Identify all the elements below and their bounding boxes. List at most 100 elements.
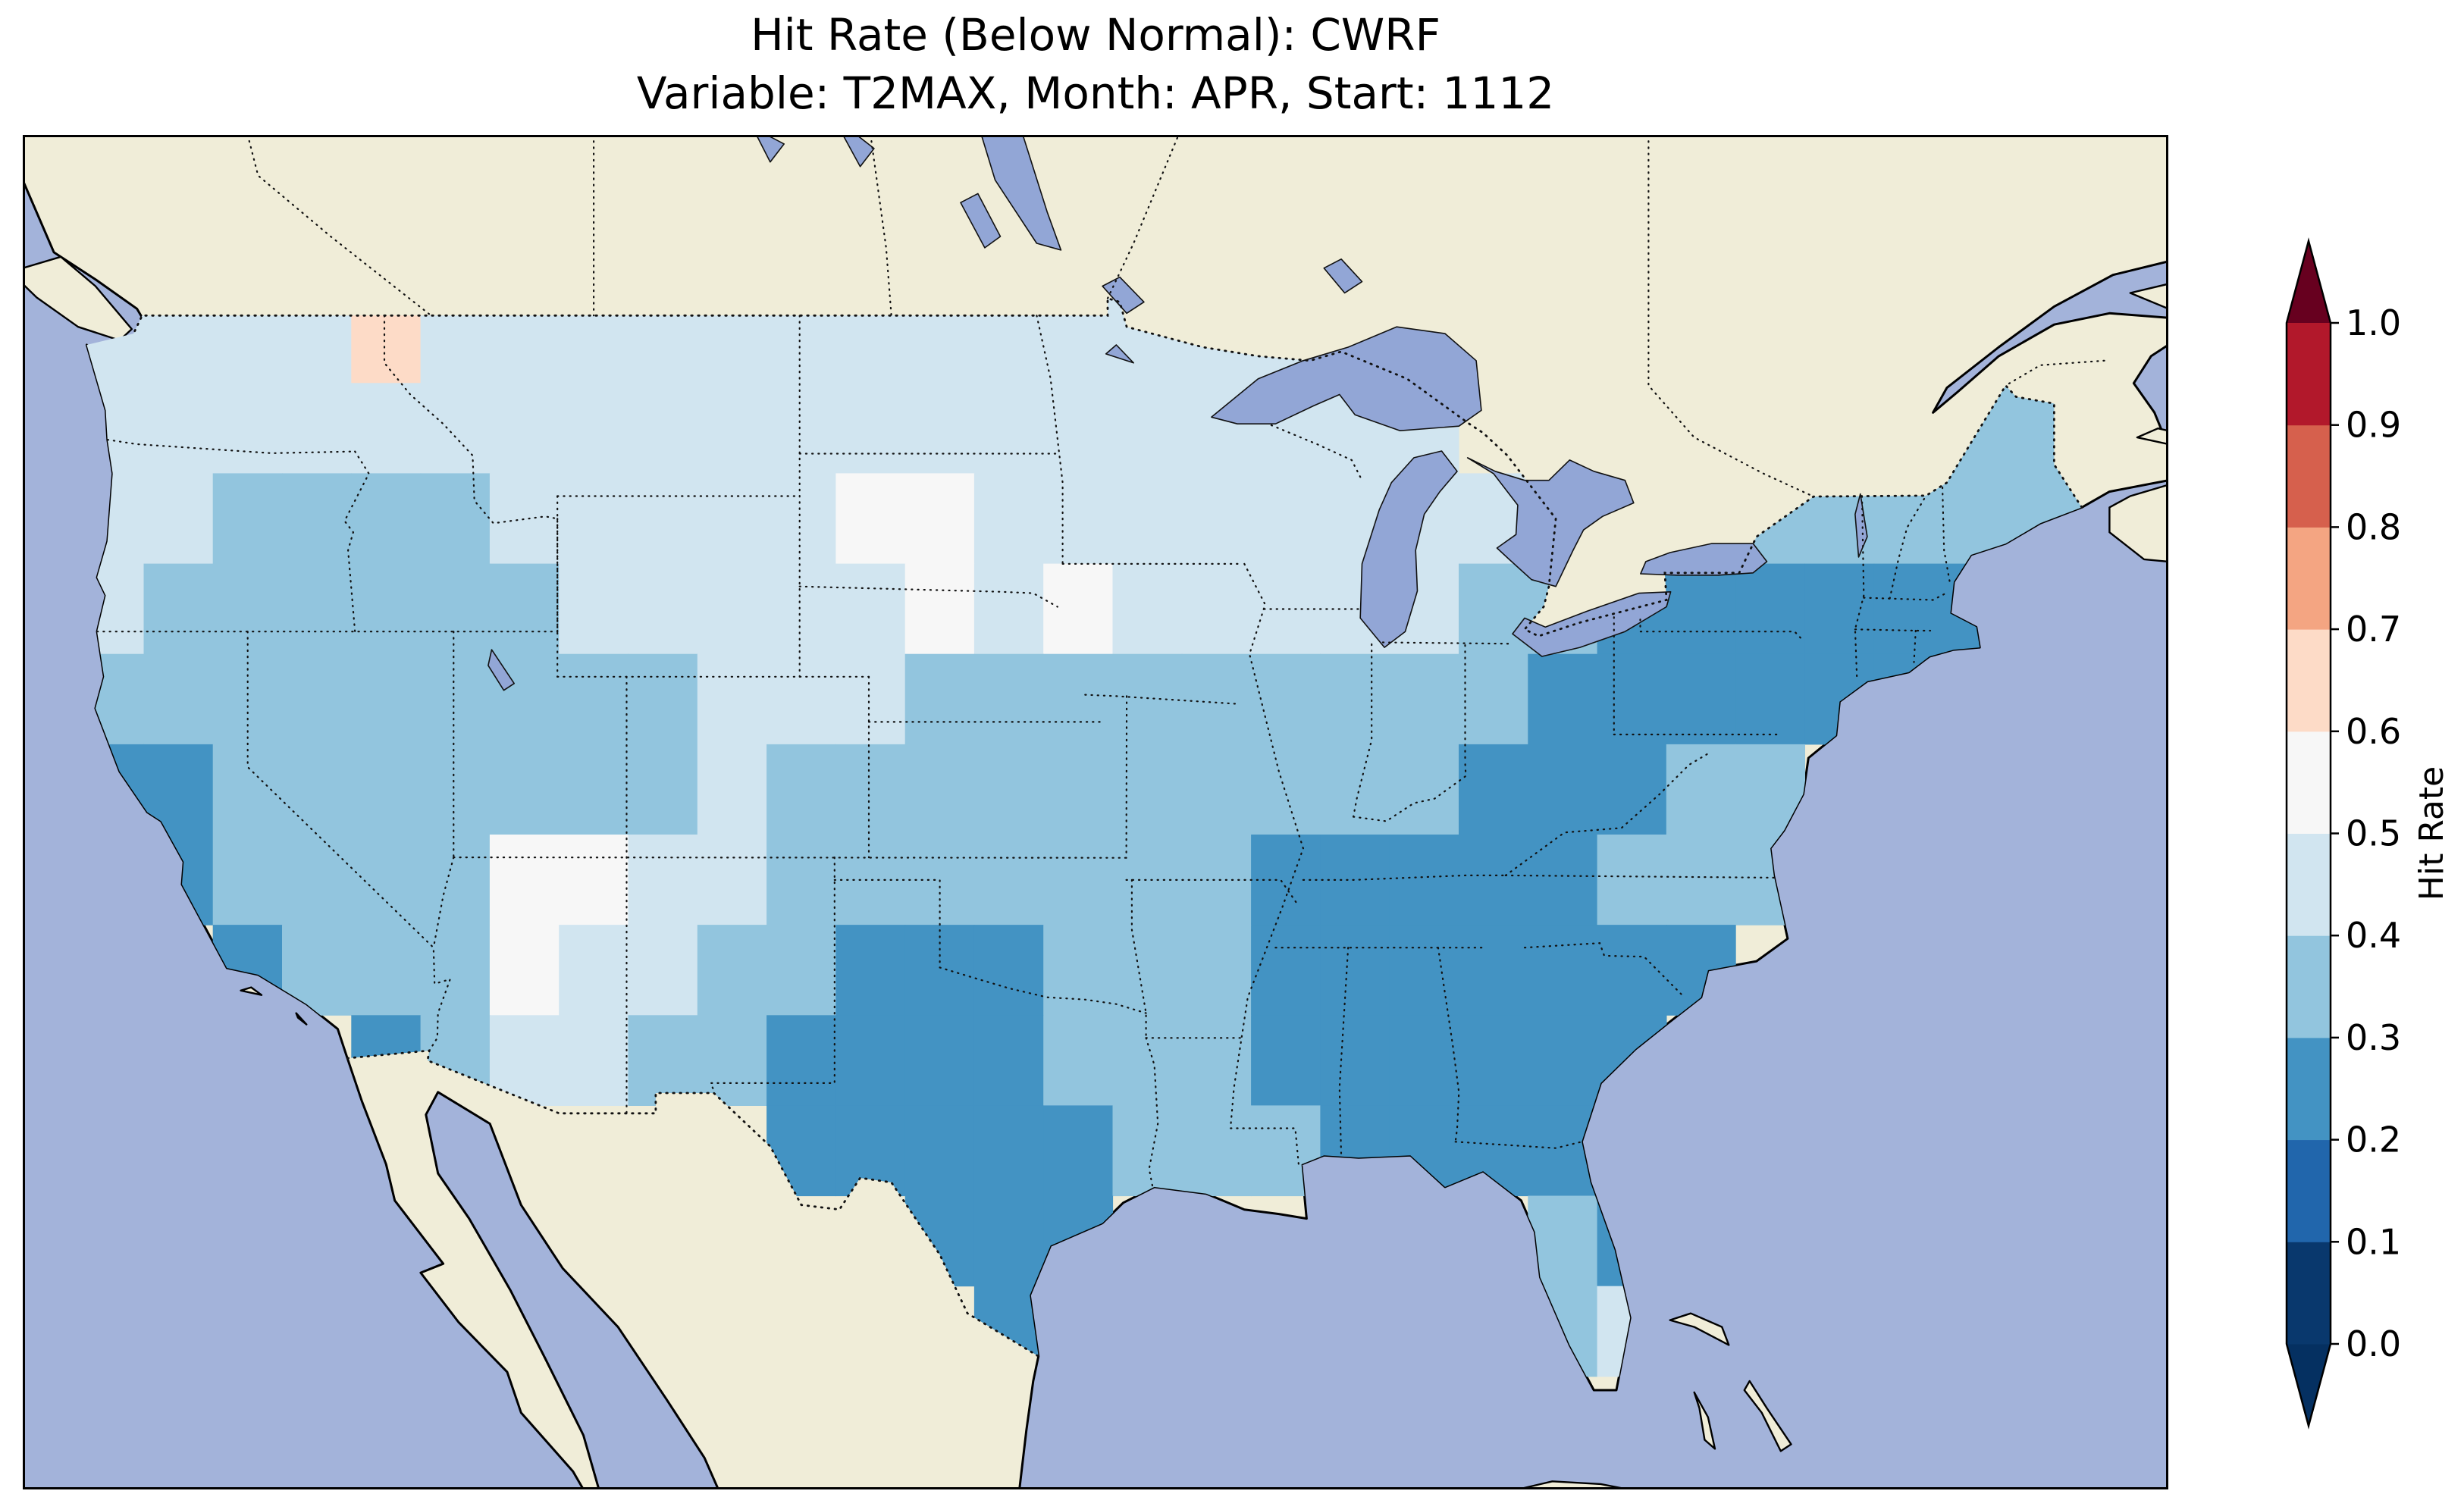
- heatmap-cell: [1251, 925, 1321, 1016]
- heatmap-cell: [697, 744, 767, 835]
- heatmap-cell: [1251, 473, 1321, 565]
- state-border: [1454, 1141, 1583, 1149]
- heatmap-cell: [628, 563, 698, 655]
- heatmap-cell: [1043, 835, 1114, 926]
- heatmap-cell: [1597, 744, 1667, 835]
- heatmap-cell: [628, 744, 698, 835]
- heatmap-cell: [1528, 653, 1598, 745]
- heatmap-cell: [1459, 1015, 1528, 1106]
- heatmap-cell: [212, 835, 283, 926]
- heatmap-cell: [489, 563, 560, 655]
- heatmap-cell: [766, 744, 836, 835]
- heatmap-cell: [835, 383, 906, 474]
- heatmap-cell: [559, 1015, 629, 1106]
- lake: [1640, 543, 1768, 576]
- state-border: [106, 439, 356, 455]
- heatmap-cell: [1043, 1105, 1114, 1197]
- heatmap-cell: [973, 744, 1044, 835]
- heatmap-cell: [1181, 1105, 1252, 1197]
- state-border: [1125, 879, 1297, 904]
- heatmap-cell: [282, 744, 352, 835]
- heatmap-cell: [1528, 1015, 1598, 1106]
- colorbar-tick-label: 0.2: [2346, 1120, 2401, 1160]
- heatmap-cell: [766, 383, 836, 474]
- heatmap-cell: [1666, 744, 1736, 835]
- heatmap-cell: [766, 473, 836, 565]
- state-border: [383, 315, 559, 525]
- colorbar-band: [2287, 833, 2331, 936]
- island: [240, 986, 263, 996]
- map-canvas: [23, 135, 2168, 1489]
- heatmap-cell: [1181, 744, 1252, 835]
- heatmap-cell: [1459, 744, 1528, 835]
- heatmap-cell: [143, 383, 214, 474]
- heatmap-cell: [1181, 1015, 1252, 1106]
- state-border: [1437, 947, 1460, 1143]
- heatmap-cell: [420, 473, 491, 565]
- colorbar-band: [2287, 1242, 2331, 1345]
- state-border: [1523, 942, 1683, 996]
- state-border: [1106, 135, 1180, 299]
- heatmap-cell: [559, 744, 629, 835]
- lake: [1323, 258, 1363, 294]
- colorbar-tick-label: 0.7: [2346, 609, 2401, 650]
- state-border: [1302, 874, 1507, 882]
- heatmap-cell: [559, 473, 629, 565]
- heatmap-cell: [1597, 835, 1667, 926]
- colorbar-tick-label: 0.8: [2346, 506, 2401, 547]
- lake: [1854, 493, 1868, 558]
- island: [2108, 484, 2168, 563]
- heatmap-cell: [697, 383, 767, 474]
- state-border: [1084, 694, 1237, 705]
- heatmap-cell: [420, 925, 491, 1016]
- colorbar-tick-label: 0.1: [2346, 1221, 2401, 1262]
- state-border: [1647, 135, 1815, 498]
- heatmap-cell: [973, 653, 1044, 745]
- heatmap-cell: [420, 835, 491, 926]
- heatmap-cell: [697, 925, 767, 1016]
- heatmap-cell: [1251, 563, 1321, 655]
- heatmap-cell: [351, 473, 422, 565]
- heatmap-cell: [904, 383, 975, 474]
- state-border: [1504, 751, 1711, 877]
- heatmap-cell: [1251, 744, 1321, 835]
- heatmap-cell: [1597, 925, 1667, 1016]
- lakes: [487, 135, 1868, 691]
- heatmap-cell: [1389, 835, 1459, 926]
- lake: [755, 135, 785, 163]
- heatmap-cell: [1804, 563, 1875, 655]
- heatmap-cell: [1181, 925, 1252, 1016]
- heatmap-cell: [628, 653, 698, 745]
- heatmap-cell: [143, 473, 214, 565]
- heatmap-cell: [351, 744, 422, 835]
- heatmap-cell: [628, 383, 698, 474]
- heatmap-cell: [904, 744, 975, 835]
- heatmap-cell: [1320, 835, 1390, 926]
- state-border: [1863, 590, 1950, 601]
- lake: [1211, 326, 1482, 432]
- heatmap-cell: [628, 473, 698, 565]
- colorbar-tick-label: 0.0: [2346, 1323, 2401, 1364]
- us-hit-rate-map: [23, 135, 2168, 1489]
- heatmap-cell: [973, 835, 1044, 926]
- heatmap-cell: [973, 383, 1044, 474]
- state-border: [1504, 874, 1775, 879]
- state-border: [939, 966, 1147, 1014]
- colorbar-tick-label: 0.5: [2346, 813, 2401, 854]
- colorbar-tick-label: 0.9: [2346, 405, 2401, 446]
- heatmap-cell: [1873, 563, 1944, 655]
- heatmap-cell: [212, 473, 283, 565]
- heatmap-cell: [973, 563, 1044, 655]
- state-border: [246, 135, 432, 317]
- state-border: [1338, 947, 1350, 1158]
- heatmap-cell: [143, 563, 214, 655]
- heatmap-cell: [1459, 835, 1528, 926]
- island: [1743, 1380, 1792, 1452]
- heatmap-cell: [1735, 653, 1805, 745]
- state-border: [1639, 619, 1804, 642]
- state-border: [1145, 1037, 1159, 1189]
- heatmap-cell: [835, 563, 906, 655]
- heatmap-cell: [1112, 835, 1183, 926]
- heatmap-cell: [1251, 653, 1321, 745]
- heatmap-cell: [766, 563, 836, 655]
